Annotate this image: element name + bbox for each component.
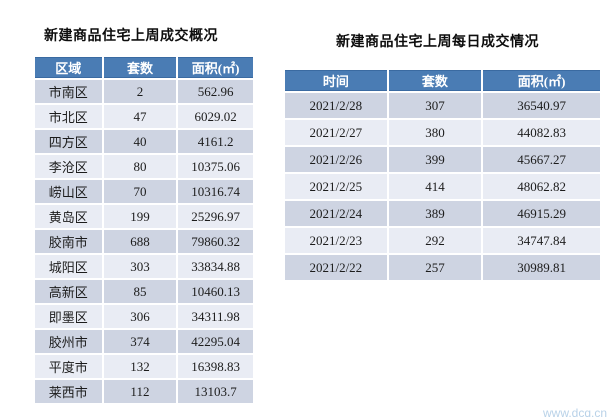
- column-header: 面积(㎡): [178, 57, 253, 78]
- table-cell: 2: [103, 80, 177, 103]
- table-row: 高新区 85 10460.13: [35, 280, 253, 303]
- table-cell: 34311.98: [178, 305, 253, 328]
- table-row: 胶州市 374 42295.04: [35, 330, 253, 353]
- table-cell: 47: [103, 105, 177, 128]
- table-cell: 33834.88: [178, 255, 253, 278]
- table-cell: 399: [388, 147, 482, 172]
- column-header: 时间: [285, 70, 387, 91]
- table-cell: 688: [103, 230, 177, 253]
- table-row: 四方区 40 4161.2: [35, 130, 253, 153]
- table-row: 崂山区 70 10316.74: [35, 180, 253, 203]
- table-cell: 2021/2/26: [285, 147, 387, 172]
- table-row: 城阳区 303 33834.88: [35, 255, 253, 278]
- table-row: 2021/2/24 389 46915.29: [285, 201, 600, 226]
- table-cell: 112: [103, 380, 177, 403]
- table-cell: 70: [103, 180, 177, 203]
- table-cell: 303: [103, 255, 177, 278]
- table-row: 黄岛区 199 25296.97: [35, 205, 253, 228]
- table-cell: 2021/2/27: [285, 120, 387, 145]
- table-cell: 414: [388, 174, 482, 199]
- table-cell: 389: [388, 201, 482, 226]
- table-row: 胶南市 688 79860.32: [35, 230, 253, 253]
- table-cell: 199: [103, 205, 177, 228]
- table-cell: 6029.02: [178, 105, 253, 128]
- table-cell: 四方区: [35, 130, 102, 153]
- column-header: 套数: [388, 70, 482, 91]
- table-cell: 562.96: [178, 80, 253, 103]
- table-cell: 4161.2: [178, 130, 253, 153]
- table-cell: 16398.83: [178, 355, 253, 378]
- table-cell: 13103.7: [178, 380, 253, 403]
- table-cell: 2021/2/22: [285, 255, 387, 280]
- table-cell: 45667.27: [483, 147, 600, 172]
- table-row: 即墨区 306 34311.98: [35, 305, 253, 328]
- table-row: 2021/2/25 414 48062.82: [285, 174, 600, 199]
- table-cell: 36540.97: [483, 93, 600, 118]
- table-cell: 市北区: [35, 105, 102, 128]
- table-cell: 292: [388, 228, 482, 253]
- table-cell: 2021/2/24: [285, 201, 387, 226]
- header-row: 时间 套数 面积(㎡): [285, 70, 600, 91]
- table-cell: 132: [103, 355, 177, 378]
- daily-transactions-title: 新建商品住宅上周每日成交情况: [336, 35, 539, 50]
- column-header: 区域: [35, 57, 102, 78]
- table-cell: 李沧区: [35, 155, 102, 178]
- table-cell: 高新区: [35, 280, 102, 303]
- table-cell: 306: [103, 305, 177, 328]
- table-cell: 374: [103, 330, 177, 353]
- table-cell: 莱西市: [35, 380, 102, 403]
- table-cell: 10316.74: [178, 180, 253, 203]
- table-row: 2021/2/28 307 36540.97: [285, 93, 600, 118]
- table-cell: 平度市: [35, 355, 102, 378]
- table-cell: 257: [388, 255, 482, 280]
- table-cell: 10460.13: [178, 280, 253, 303]
- table-cell: 42295.04: [178, 330, 253, 353]
- table-cell: 2021/2/25: [285, 174, 387, 199]
- table-cell: 79860.32: [178, 230, 253, 253]
- table-row: 2021/2/26 399 45667.27: [285, 147, 600, 172]
- table-cell: 85: [103, 280, 177, 303]
- table-cell: 25296.97: [178, 205, 253, 228]
- table-cell: 10375.06: [178, 155, 253, 178]
- table-row: 2021/2/23 292 34747.84: [285, 228, 600, 253]
- table-row: 平度市 132 16398.83: [35, 355, 253, 378]
- table-cell: 30989.81: [483, 255, 600, 280]
- table-cell: 市南区: [35, 80, 102, 103]
- table-cell: 34747.84: [483, 228, 600, 253]
- table-row: 莱西市 112 13103.7: [35, 380, 253, 403]
- weekly-overview-table: 区域 套数 面积(㎡) 市南区 2 562.96 市北区 47 6029.02 四方区 40 4161…: [33, 55, 255, 405]
- table-cell: 即墨区: [35, 305, 102, 328]
- table-cell: 城阳区: [35, 255, 102, 278]
- table-row: 市北区 47 6029.02: [35, 105, 253, 128]
- table-cell: 胶州市: [35, 330, 102, 353]
- table-cell: 44082.83: [483, 120, 600, 145]
- table-cell: 46915.29: [483, 201, 600, 226]
- table-row: 2021/2/22 257 30989.81: [285, 255, 600, 280]
- table-cell: 307: [388, 93, 482, 118]
- table-row: 李沧区 80 10375.06: [35, 155, 253, 178]
- table-cell: 40: [103, 130, 177, 153]
- table-cell: 2021/2/23: [285, 228, 387, 253]
- daily-transactions-table: 时间 套数 面积(㎡) 2021/2/28 307 36540.97 2021/2/27 38…: [283, 68, 602, 282]
- header-row: 区域 套数 面积(㎡): [35, 57, 253, 78]
- weekly-overview-title: 新建商品住宅上周成交概况: [44, 29, 218, 44]
- site-watermark: www.dcq.cn: [543, 406, 608, 417]
- table-cell: 胶南市: [35, 230, 102, 253]
- table-cell: 80: [103, 155, 177, 178]
- table-row: 2021/2/27 380 44082.83: [285, 120, 600, 145]
- table-cell: 380: [388, 120, 482, 145]
- table-cell: 2021/2/28: [285, 93, 387, 118]
- table-row: 市南区 2 562.96: [35, 80, 253, 103]
- column-header: 套数: [103, 57, 177, 78]
- table-cell: 48062.82: [483, 174, 600, 199]
- table-cell: 崂山区: [35, 180, 102, 203]
- column-header: 面积(㎡): [483, 70, 600, 91]
- table-cell: 黄岛区: [35, 205, 102, 228]
